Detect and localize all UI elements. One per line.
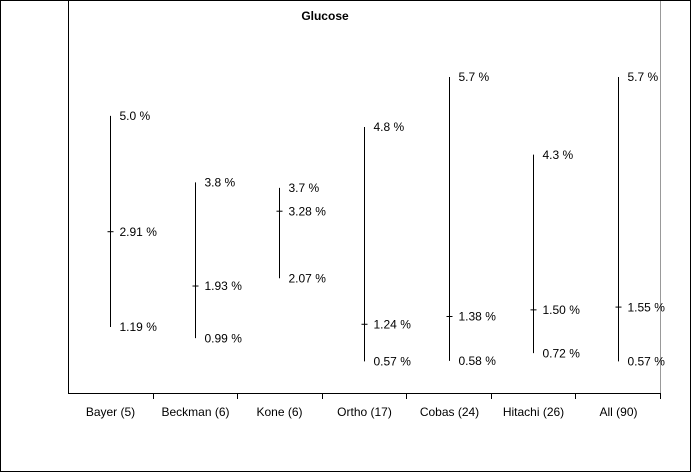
value-label: 1.38 % <box>459 310 497 324</box>
value-label: 3.7 % <box>289 181 320 195</box>
value-label: 0.58 % <box>459 354 497 368</box>
value-label: 1.93 % <box>205 279 243 293</box>
value-label: 4.3 % <box>543 148 574 162</box>
chart-title: Glucose <box>301 9 349 23</box>
value-label: 5.7 % <box>459 70 490 84</box>
x-tick-label: Cobas (24) <box>420 405 479 419</box>
value-label: 1.55 % <box>628 300 666 314</box>
value-label: 3.8 % <box>205 176 236 190</box>
value-label: 5.0 % <box>120 109 151 123</box>
value-label: 0.57 % <box>628 355 666 369</box>
value-label: 1.19 % <box>120 320 158 334</box>
value-label: 2.07 % <box>289 271 327 285</box>
value-label: 1.50 % <box>543 303 581 317</box>
x-tick-label: Ortho (17) <box>337 405 392 419</box>
value-label: 0.57 % <box>374 355 412 369</box>
value-label: 0.99 % <box>205 331 243 345</box>
value-label: 4.8 % <box>374 120 405 134</box>
x-tick-label: Hitachi (26) <box>503 405 564 419</box>
x-tick-label: All (90) <box>599 405 637 419</box>
x-tick-label: Kone (6) <box>256 405 302 419</box>
value-label: 0.72 % <box>543 346 581 360</box>
value-label: 5.7 % <box>628 70 659 84</box>
value-label: 2.91 % <box>120 225 158 239</box>
x-tick-label: Bayer (5) <box>86 405 135 419</box>
value-label: 3.28 % <box>289 204 327 218</box>
value-label: 1.24 % <box>374 317 412 331</box>
x-tick-label: Beckman (6) <box>161 405 229 419</box>
